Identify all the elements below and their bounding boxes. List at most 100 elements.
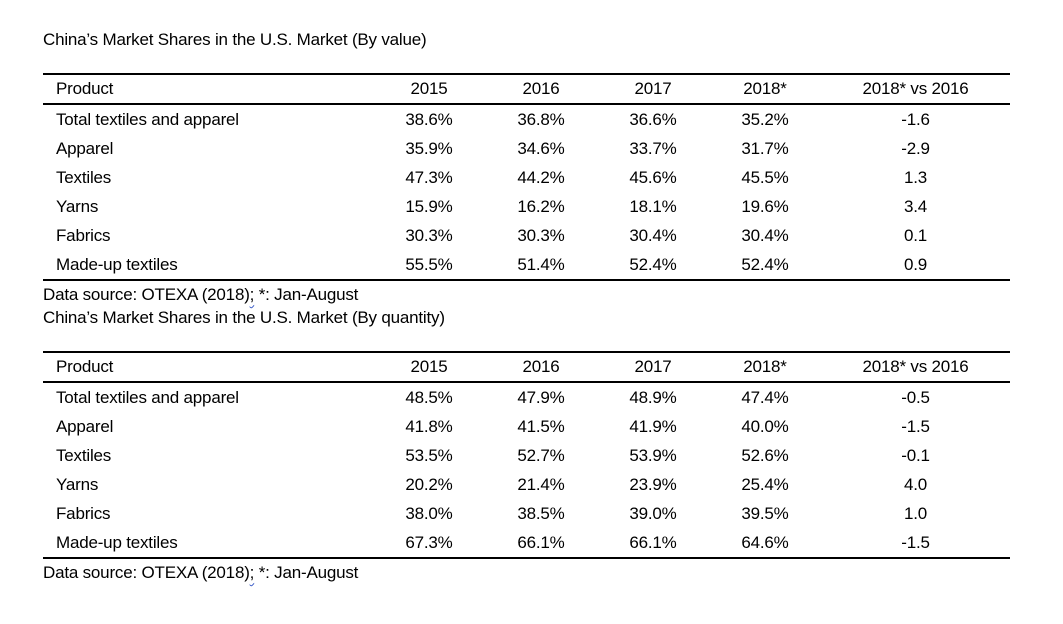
value-cell: 55.5% [405, 254, 453, 274]
value-cell: 15.9% [405, 196, 453, 216]
value-cell: 30.3% [405, 225, 453, 245]
value-cell: 67.3% [405, 532, 453, 552]
market-share-table-by-quantity: Product 2015 2016 2017 2018* 2018* vs 2016 To… [43, 351, 1010, 559]
product-cell: Apparel [56, 138, 114, 158]
table-title-by-value: China’s Market Shares in the U.S. Market… [43, 30, 427, 49]
value-cell: 47.3% [405, 167, 453, 187]
product-cell: Total textiles and apparel [56, 387, 239, 407]
data-source-footnote: *: Jan-August [254, 285, 359, 304]
column-header-2017: 2017 [597, 352, 709, 383]
value-cell: 30.3% [517, 225, 565, 245]
value-cell: 33.7% [629, 138, 677, 158]
column-header-2017: 2017 [597, 74, 709, 105]
value-cell: 52.7% [517, 445, 565, 465]
value-cell: 48.9% [629, 387, 677, 407]
value-cell: 25.4% [741, 474, 789, 494]
table-row: Yarns 20.2% 21.4% 23.9% 25.4% 4.0 [43, 470, 1010, 499]
section-by-quantity: China’s Market Shares in the U.S. Market… [43, 306, 1063, 584]
table-row: Total textiles and apparel 48.5% 47.9% 48.9… [43, 382, 1010, 412]
data-source-text: Data source: OTEXA (2018) [43, 285, 250, 304]
value-cell: 39.5% [741, 503, 789, 523]
value-cell: -2.9 [901, 138, 930, 158]
column-header-product: Product [43, 74, 373, 105]
value-cell: 41.9% [629, 416, 677, 436]
column-header-2015: 2015 [373, 74, 485, 105]
product-cell: Made-up textiles [56, 254, 178, 274]
value-cell: 20.2% [405, 474, 453, 494]
column-header-2018-vs-2016: 2018* vs 2016 [821, 352, 1010, 383]
table-row: Fabrics 38.0% 38.5% 39.0% 39.5% 1.0 [43, 499, 1010, 528]
table-title-by-quantity: China’s Market Shares in the U.S. Market… [43, 308, 445, 327]
value-cell: 3.4 [903, 196, 928, 216]
value-cell: 1.3 [903, 167, 928, 187]
value-cell: 41.8% [405, 416, 453, 436]
data-source-note: Data source: OTEXA (2018); *: Jan-August [43, 283, 1063, 306]
value-cell: 53.5% [405, 445, 453, 465]
header-row: Product 2015 2016 2017 2018* 2018* vs 2016 [43, 352, 1010, 383]
value-cell: 35.9% [405, 138, 453, 158]
table-row: Total textiles and apparel 38.6% 36.8% 36.6… [43, 104, 1010, 134]
product-cell: Textiles [56, 445, 112, 465]
value-cell: 18.1% [629, 196, 677, 216]
value-cell: 30.4% [629, 225, 677, 245]
data-source-footnote: *: Jan-August [254, 563, 359, 582]
value-cell: 0.1 [903, 225, 928, 245]
table-row: Textiles 53.5% 52.7% 53.9% 52.6% -0.1 [43, 441, 1010, 470]
section-by-value: China’s Market Shares in the U.S. Market… [43, 28, 1063, 306]
product-cell: Yarns [56, 196, 99, 216]
value-cell: 52.4% [629, 254, 677, 274]
value-cell: 4.0 [903, 474, 928, 494]
value-cell: -0.5 [901, 387, 930, 407]
value-cell: 38.5% [517, 503, 565, 523]
value-cell: -1.5 [901, 416, 930, 436]
value-cell: 45.5% [741, 167, 789, 187]
market-share-table-by-value: Product 2015 2016 2017 2018* 2018* vs 2016 To… [43, 73, 1010, 281]
value-cell: 1.0 [903, 503, 928, 523]
value-cell: 45.6% [629, 167, 677, 187]
value-cell: 34.6% [517, 138, 565, 158]
product-cell: Apparel [56, 416, 114, 436]
product-cell: Fabrics [56, 225, 111, 245]
value-cell: 21.4% [517, 474, 565, 494]
value-cell: 31.7% [741, 138, 789, 158]
table-row: Apparel 35.9% 34.6% 33.7% 31.7% -2.9 [43, 134, 1010, 163]
table-row: Textiles 47.3% 44.2% 45.6% 45.5% 1.3 [43, 163, 1010, 192]
column-header-2018-: 2018* [709, 74, 821, 105]
product-cell: Textiles [56, 167, 112, 187]
value-cell: 36.8% [517, 109, 565, 129]
table-row: Apparel 41.8% 41.5% 41.9% 40.0% -1.5 [43, 412, 1010, 441]
data-source-text: Data source: OTEXA (2018) [43, 563, 250, 582]
value-cell: 52.4% [741, 254, 789, 274]
value-cell: 19.6% [741, 196, 789, 216]
product-cell: Yarns [56, 474, 99, 494]
value-cell: 30.4% [741, 225, 789, 245]
grammar-squiggle-semicolon: ; [249, 285, 255, 304]
product-cell: Made-up textiles [56, 532, 178, 552]
value-cell: 23.9% [629, 474, 677, 494]
value-cell: 47.9% [517, 387, 565, 407]
product-cell: Total textiles and apparel [56, 109, 239, 129]
column-header-2016: 2016 [485, 74, 597, 105]
value-cell: 52.6% [741, 445, 789, 465]
column-header-2015: 2015 [373, 352, 485, 383]
value-cell: 64.6% [741, 532, 789, 552]
value-cell: 16.2% [517, 196, 565, 216]
value-cell: -0.1 [901, 445, 930, 465]
value-cell: 35.2% [741, 109, 789, 129]
value-cell: 66.1% [517, 532, 565, 552]
header-row: Product 2015 2016 2017 2018* 2018* vs 2016 [43, 74, 1010, 105]
value-cell: 38.6% [405, 109, 453, 129]
value-cell: 0.9 [903, 254, 928, 274]
value-cell: 39.0% [629, 503, 677, 523]
value-cell: 44.2% [517, 167, 565, 187]
value-cell: 66.1% [629, 532, 677, 552]
document-content: China’s Market Shares in the U.S. Market… [43, 28, 1063, 584]
value-cell: 51.4% [517, 254, 565, 274]
table-body: Total textiles and apparel 48.5% 47.9% 48.9… [43, 382, 1010, 558]
value-cell: -1.5 [901, 532, 930, 552]
data-source-note: Data source: OTEXA (2018); *: Jan-August [43, 561, 1063, 584]
value-cell: 48.5% [405, 387, 453, 407]
table-row: Made-up textiles 55.5% 51.4% 52.4% 52.4% 0.9 [43, 250, 1010, 280]
value-cell: 36.6% [629, 109, 677, 129]
product-cell: Fabrics [56, 503, 111, 523]
